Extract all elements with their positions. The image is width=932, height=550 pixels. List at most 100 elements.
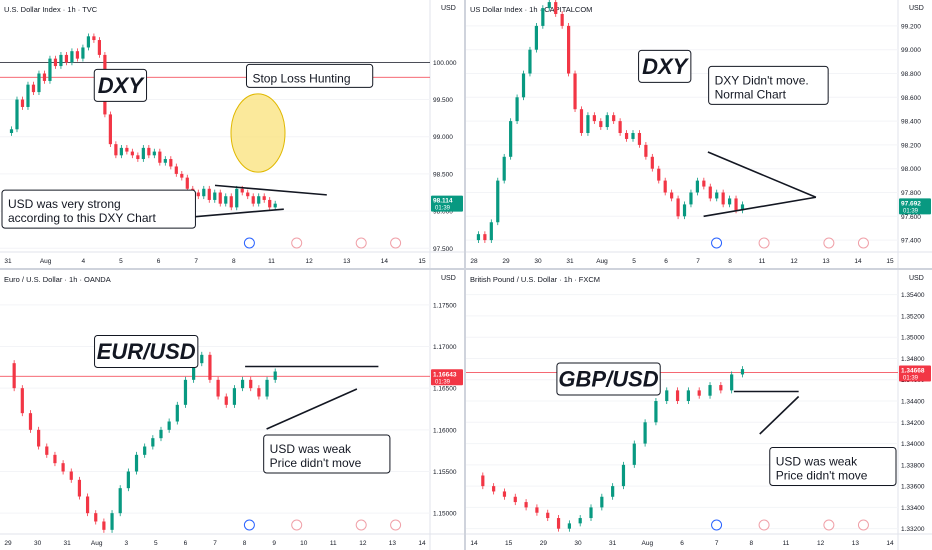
candle-body xyxy=(42,73,47,81)
horizontal-divider xyxy=(0,268,932,270)
x-tick-label: 29 xyxy=(540,540,548,547)
panel-dxy-tvc[interactable]: U.S. Dollar Index · 1h · TVC USD 100.000… xyxy=(0,0,464,268)
panel-gbpusd-fxcm[interactable]: British Pound / U.S. Dollar · 1h · FXCM … xyxy=(466,270,932,550)
panel-eurusd-oanda[interactable]: Euro / U.S. Dollar · 1h · OANDA USD 1.17… xyxy=(0,270,464,550)
candle-body xyxy=(730,374,734,391)
candle-body xyxy=(216,379,220,397)
candle-body xyxy=(262,196,266,200)
y-tick-label: 1.35000 xyxy=(901,335,925,342)
headline-box xyxy=(556,362,661,396)
y-tick-label: 1.33800 xyxy=(901,462,925,469)
candle-body xyxy=(246,192,250,197)
candle-body xyxy=(556,518,561,529)
headline-text: GBP/USD xyxy=(558,367,658,392)
x-tick-label: 13 xyxy=(389,540,397,547)
candle-body xyxy=(618,121,622,133)
candle-body xyxy=(592,115,596,122)
candle-body xyxy=(108,114,112,145)
event-icon xyxy=(711,237,723,249)
candle-body xyxy=(163,159,167,163)
headline-text: EUR/USD xyxy=(97,339,196,364)
y-tick-label: 1.33400 xyxy=(901,505,925,512)
callout-text: USD was weak xyxy=(776,455,858,469)
event-icon xyxy=(355,519,367,531)
candle-body xyxy=(134,454,139,472)
candle-body xyxy=(232,388,237,405)
panel-dxy-capitalcom[interactable]: US Dollar Index · 1h · CAPITALCOM USD 99… xyxy=(466,0,932,268)
y-tick-label: 97.400 xyxy=(901,238,921,245)
candle-body xyxy=(702,180,706,187)
candle-body xyxy=(265,379,269,397)
event-icon xyxy=(355,237,367,249)
candle-body xyxy=(663,180,667,193)
candle-body xyxy=(483,234,487,241)
price-value: 97.692 xyxy=(901,200,921,207)
y-tick-label: 100.000 xyxy=(433,60,457,67)
candle-body xyxy=(675,390,680,402)
candle-body xyxy=(175,404,179,422)
callout-box xyxy=(263,434,391,474)
y-tick-label: 1.33200 xyxy=(901,526,925,533)
candle-body xyxy=(136,155,140,160)
candle-body xyxy=(151,438,155,447)
candle-body xyxy=(554,2,558,14)
y-tick-label: 98.200 xyxy=(901,142,921,149)
x-tick-label: 15 xyxy=(418,258,426,265)
x-tick-label: 31 xyxy=(4,258,12,265)
candle-body xyxy=(53,58,58,67)
x-tick-label: 3 xyxy=(124,540,128,547)
callout-text: Stop Loss Hunting xyxy=(252,71,350,85)
x-tick-label: 7 xyxy=(213,540,217,547)
candle-body xyxy=(715,192,719,199)
candle-body xyxy=(644,144,648,157)
candle-body xyxy=(185,177,189,189)
candle-body xyxy=(45,446,49,455)
candle-body xyxy=(611,486,615,497)
panel-title: U.S. Dollar Index · 1h · TVC xyxy=(4,5,98,14)
candle-body xyxy=(200,354,204,364)
candle-body xyxy=(31,84,36,93)
x-tick-label: 11 xyxy=(330,540,337,547)
event-icon xyxy=(390,519,402,531)
trendline xyxy=(703,196,817,218)
event-icon xyxy=(243,237,255,249)
candle-body xyxy=(547,2,551,9)
event-icon xyxy=(243,519,255,531)
x-tick-label: 5 xyxy=(632,258,636,265)
x-tick-label: 12 xyxy=(305,258,313,265)
candle-body xyxy=(273,203,277,208)
callout-text: DXY Didn't move. xyxy=(715,73,809,87)
x-tick-label: 14 xyxy=(418,540,426,547)
x-tick-label: 12 xyxy=(359,540,367,547)
panel-title: Euro / U.S. Dollar · 1h · OANDA xyxy=(4,275,111,284)
y-tick-label: 98.800 xyxy=(901,71,921,78)
x-tick-label: 4 xyxy=(81,258,85,265)
x-tick-label: 14 xyxy=(886,540,894,547)
candle-body xyxy=(524,502,528,508)
event-icon xyxy=(823,519,835,531)
x-tick-label: 30 xyxy=(34,540,42,547)
price-value: 1.16643 xyxy=(433,371,457,378)
candle-body xyxy=(650,156,654,169)
candle-body xyxy=(180,173,184,178)
price-tag xyxy=(899,365,931,382)
candle-body xyxy=(496,180,500,223)
x-tick-label: 9 xyxy=(272,540,276,547)
candle-body xyxy=(208,354,212,380)
candle-body xyxy=(682,204,687,217)
candle-body xyxy=(102,521,106,530)
chart-svg: 1.17500 1.17000 1.16500 1.16000 1.15500 1.150… xyxy=(0,270,464,550)
event-icon xyxy=(823,237,835,249)
y-tick-label: 99.000 xyxy=(433,134,453,141)
candle-body xyxy=(9,129,14,133)
candle-body xyxy=(573,73,577,110)
y-tick-label: 1.17500 xyxy=(433,302,457,309)
candle-body xyxy=(97,40,101,55)
candle-body xyxy=(489,222,493,241)
chart-svg: 1.354001.352001.350001.348001.346001.344… xyxy=(466,270,932,550)
trendline xyxy=(759,395,800,435)
candle-body xyxy=(119,147,123,156)
candle-body xyxy=(75,51,80,59)
y-tick-label: 1.35200 xyxy=(901,313,925,320)
x-tick-label: Aug xyxy=(40,258,52,265)
